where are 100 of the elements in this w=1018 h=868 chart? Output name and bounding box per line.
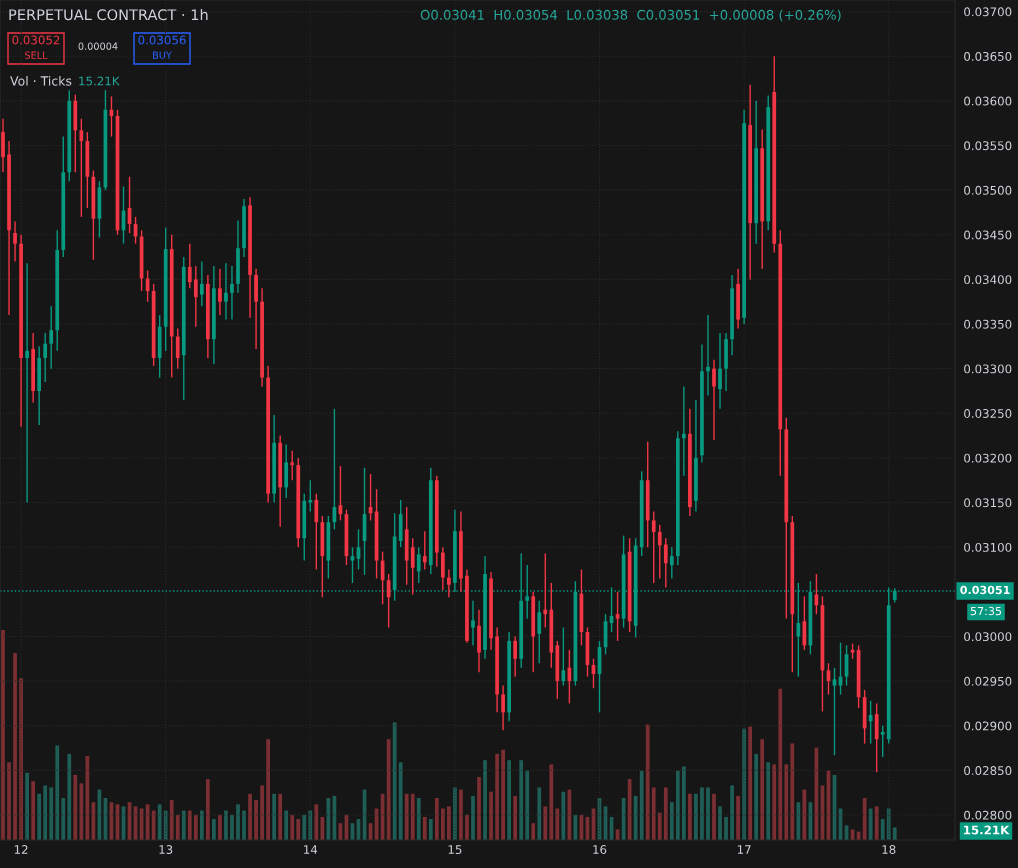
annotation: BUY (153, 51, 172, 59)
bar (748, 726, 753, 840)
candlestick (230, 265, 234, 321)
y-tick-label: 0.02850 (964, 766, 1012, 776)
bar (31, 781, 35, 840)
bar (477, 777, 481, 840)
bar (784, 764, 789, 840)
bar (43, 785, 48, 840)
bar (669, 802, 674, 840)
candlestick (49, 305, 54, 370)
bar (760, 739, 765, 840)
candlestick (218, 267, 222, 316)
bar (193, 814, 198, 840)
candlestick (199, 260, 204, 307)
x-tick-label: 13 (159, 845, 173, 854)
bar (284, 810, 289, 840)
bar (1, 630, 5, 840)
bar (892, 827, 897, 840)
bar (519, 760, 524, 840)
bar (308, 810, 313, 840)
bar (525, 770, 530, 840)
candlestick (193, 265, 198, 328)
annotation: SELL (25, 51, 48, 59)
y-tick-label: 0.03700 (964, 7, 1012, 17)
bar (874, 806, 879, 840)
candlestick (501, 684, 505, 731)
bar (627, 779, 632, 840)
y-tick-label: 0.03250 (964, 409, 1012, 418)
bar (67, 753, 72, 840)
bar (206, 779, 210, 840)
y-tick-label: 0.03350 (964, 319, 1012, 329)
bar (754, 753, 759, 840)
candlestick (422, 530, 427, 571)
bar (314, 804, 319, 840)
x-tick-label: 14 (304, 845, 318, 854)
bar (260, 785, 264, 840)
candlestick (25, 262, 29, 504)
bar (465, 814, 469, 840)
bar (278, 793, 283, 840)
y-tick-label: 0.02950 (964, 676, 1012, 686)
candlestick (314, 492, 319, 571)
bar (254, 800, 258, 840)
x-tick-label: 15 (448, 845, 462, 854)
text: 57:35 (970, 606, 1002, 616)
bar (766, 762, 771, 840)
candlestick (410, 537, 415, 596)
bar (440, 808, 445, 840)
bar (169, 800, 174, 840)
candlestick (79, 118, 84, 218)
text: PERPETUAL CONTRACT · 1h (9, 8, 208, 21)
bar (79, 783, 84, 840)
bar (242, 810, 246, 840)
bar (495, 753, 499, 840)
candlestick (663, 537, 668, 589)
bar (880, 819, 885, 840)
bar (199, 810, 204, 840)
y-tick-label: 0.03400 (964, 275, 1012, 285)
bar (85, 756, 90, 840)
y-tick-label: 0.03100 (964, 542, 1012, 552)
y-tick-label: 0.03000 (964, 632, 1012, 642)
bar (49, 787, 54, 840)
bar (513, 795, 518, 840)
bar (181, 810, 186, 840)
y-tick-label: 0.03600 (964, 96, 1012, 106)
bar (507, 760, 511, 840)
candlestick (416, 546, 421, 584)
bar (7, 762, 11, 840)
bar (868, 808, 873, 840)
candlestick (308, 479, 313, 513)
bar (447, 806, 451, 840)
bar (248, 793, 252, 840)
y-tick-label: 0.02900 (964, 721, 1012, 731)
candlestick (513, 635, 518, 678)
bar (320, 816, 325, 840)
bar (290, 814, 295, 840)
bar (675, 770, 680, 840)
bar (25, 772, 29, 840)
bar (73, 774, 78, 840)
bar (886, 808, 891, 840)
bar (434, 798, 439, 840)
bar (151, 810, 156, 840)
bar (790, 743, 795, 840)
bar (531, 823, 536, 840)
bar (501, 749, 505, 840)
candlestick (543, 552, 548, 629)
bar (157, 804, 162, 840)
annotation: 0.03052 (12, 35, 60, 45)
candlestick (868, 700, 873, 745)
candlestick (682, 385, 686, 477)
bar (459, 789, 463, 840)
bar (230, 814, 234, 840)
candlestick (43, 332, 48, 383)
bar (645, 724, 650, 840)
y-tick-label: 0.03550 (964, 141, 1012, 151)
annotation: 15.21K (79, 76, 120, 86)
candlestick (832, 667, 837, 756)
bar (224, 810, 228, 840)
candlestick (447, 568, 451, 598)
bar (302, 814, 307, 840)
bar (422, 816, 427, 840)
